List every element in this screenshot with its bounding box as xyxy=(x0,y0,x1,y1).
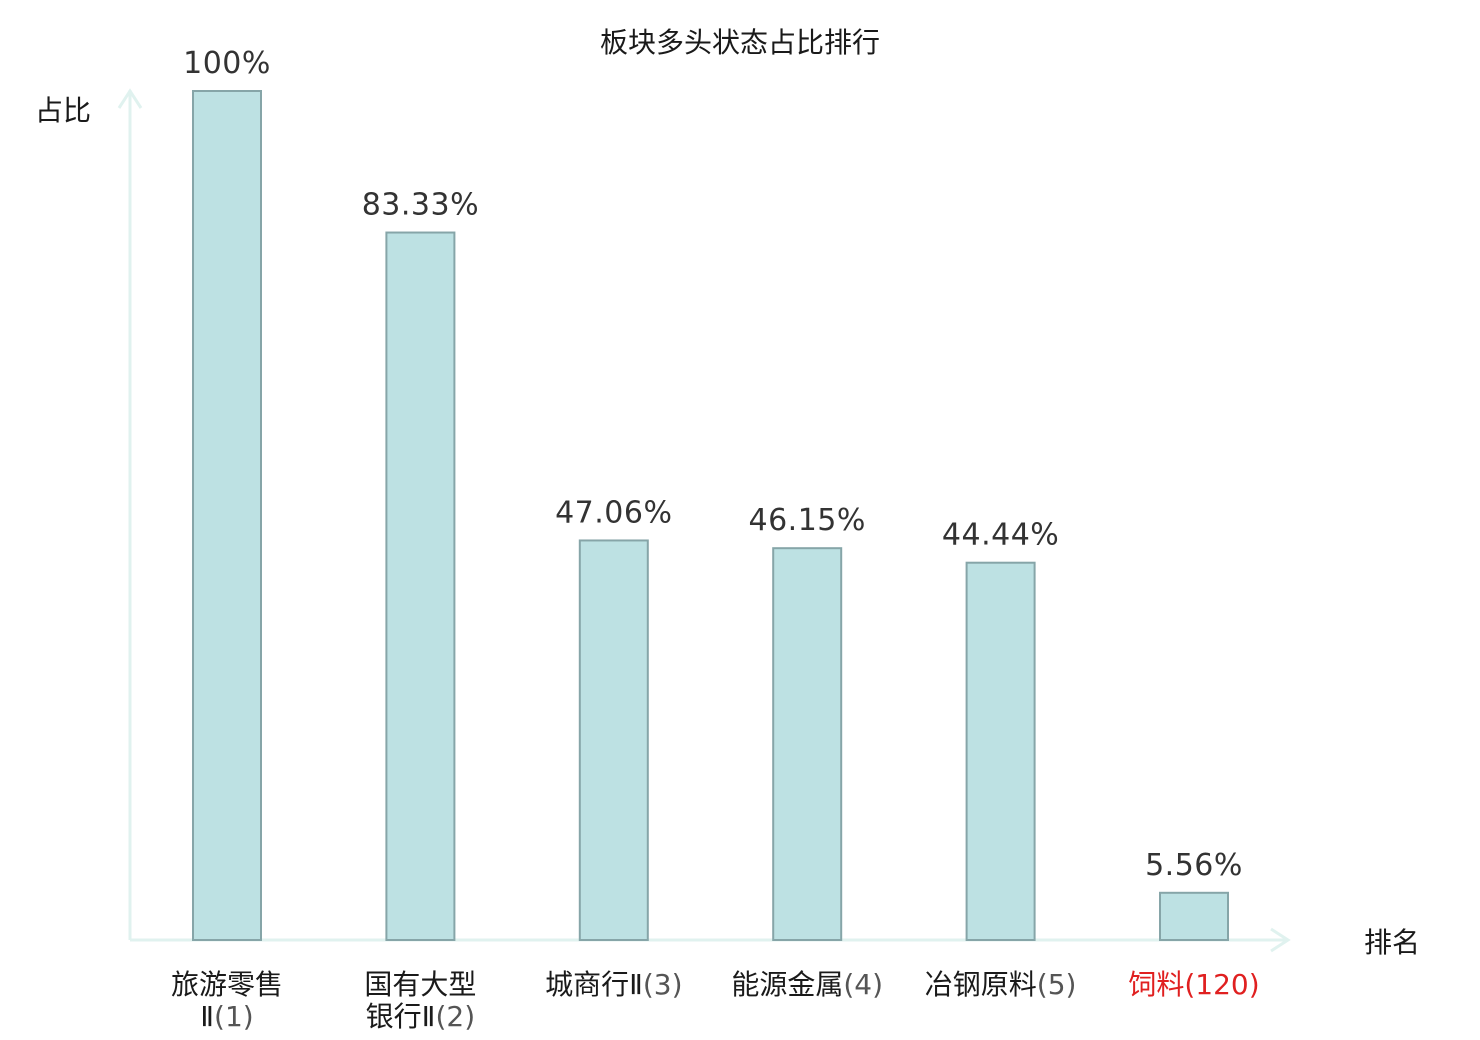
x-axis-label: 排名 xyxy=(1364,926,1420,959)
category-name-line: 冶钢原料 xyxy=(925,968,1037,1001)
bar-6 xyxy=(1159,891,1229,941)
category-name-line: 饲料 xyxy=(1128,968,1184,1001)
bar-2 xyxy=(385,231,456,941)
x-axis-arrow-icon xyxy=(1270,927,1291,953)
category-rank: (4) xyxy=(843,968,883,1001)
bars xyxy=(192,90,1229,942)
bar-4 xyxy=(772,547,843,942)
y-axis xyxy=(117,88,143,940)
value-label-4: 46.15% xyxy=(749,503,866,538)
bar-1 xyxy=(192,90,262,941)
value-label-6: 5.56% xyxy=(1145,848,1243,883)
category-label-3: 城商行Ⅱ(3) xyxy=(545,968,682,1001)
category-rank: (5) xyxy=(1037,968,1077,1001)
category-labels: 旅游零售 Ⅱ(1) 国有大型银行Ⅱ(2) 城商行Ⅱ(3) 能源金属(4) 冶钢原料(5) 饲… xyxy=(171,968,1260,1033)
category-name-line: Ⅱ xyxy=(200,1000,214,1033)
value-label-3: 47.06% xyxy=(555,495,672,530)
category-rank: (120) xyxy=(1184,968,1259,1001)
category-rank: (2) xyxy=(435,1000,475,1033)
category-name-line: 国有大型 xyxy=(364,968,476,1001)
value-labels: 100% 83.33% 47.06% 46.15% 44.44% 5.56% xyxy=(183,46,1243,883)
category-label-1: 旅游零售 Ⅱ(1) xyxy=(171,968,283,1033)
category-label-2: 国有大型银行Ⅱ(2) xyxy=(364,968,476,1033)
category-rank: (3) xyxy=(643,968,683,1001)
category-label-6: 饲料(120) xyxy=(1128,968,1259,1001)
value-label-5: 44.44% xyxy=(942,518,1059,553)
y-axis-label: 占比 xyxy=(35,94,91,127)
chart-title: 板块多头状态占比排行 xyxy=(600,26,880,59)
y-axis-arrow-icon xyxy=(117,88,143,109)
category-name-line: 能源金属 xyxy=(731,968,843,1001)
category-name-line: 银行Ⅱ xyxy=(366,1000,436,1033)
category-label-4: 能源金属(4) xyxy=(731,968,883,1001)
value-label-1: 100% xyxy=(183,46,271,81)
category-label-5: 冶钢原料(5) xyxy=(925,968,1077,1001)
bar-5 xyxy=(965,561,1036,941)
category-name-line: 旅游零售 xyxy=(171,968,283,1001)
category-name-line: 城商行Ⅱ xyxy=(545,968,643,1001)
value-label-2: 83.33% xyxy=(362,188,479,223)
bar-3 xyxy=(578,539,649,941)
category-rank: (1) xyxy=(214,1000,254,1033)
x-axis xyxy=(130,927,1291,953)
